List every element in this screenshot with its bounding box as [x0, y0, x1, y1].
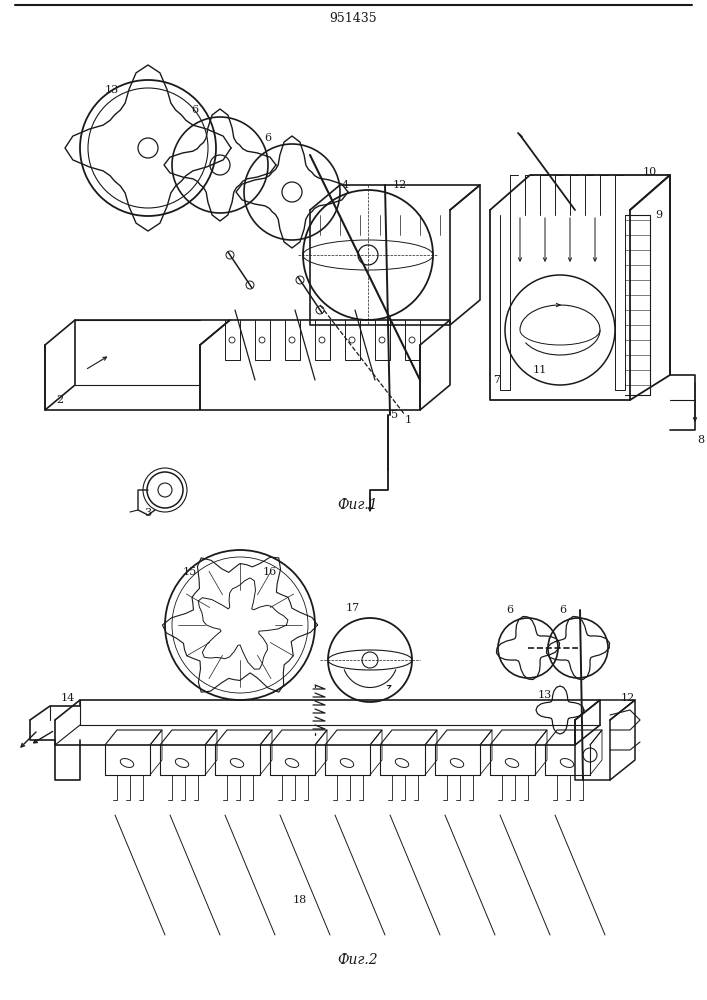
Text: 6: 6 [559, 605, 566, 615]
Text: 13: 13 [538, 690, 552, 700]
Text: Фиг.2: Фиг.2 [338, 953, 378, 967]
Text: 15: 15 [183, 567, 197, 577]
Text: 951435: 951435 [329, 11, 377, 24]
Text: 1: 1 [404, 415, 411, 425]
Text: 4: 4 [341, 180, 349, 190]
Text: 8: 8 [697, 435, 704, 445]
Text: 16: 16 [263, 567, 277, 577]
Text: 2: 2 [57, 395, 64, 405]
Text: 5: 5 [392, 410, 399, 420]
Text: 18: 18 [293, 895, 307, 905]
Text: 13: 13 [105, 85, 119, 95]
Text: 6: 6 [506, 605, 513, 615]
Text: Фиг.1: Фиг.1 [338, 498, 378, 512]
Text: 12: 12 [393, 180, 407, 190]
Text: 17: 17 [346, 603, 360, 613]
Text: 12: 12 [621, 693, 635, 703]
Text: 6: 6 [192, 105, 199, 115]
Text: 14: 14 [61, 693, 75, 703]
Text: 3: 3 [144, 508, 151, 518]
Text: 7: 7 [493, 375, 500, 385]
Text: 9: 9 [655, 210, 662, 220]
Text: 6: 6 [264, 133, 271, 143]
Text: 11: 11 [533, 365, 547, 375]
Text: 10: 10 [643, 167, 657, 177]
